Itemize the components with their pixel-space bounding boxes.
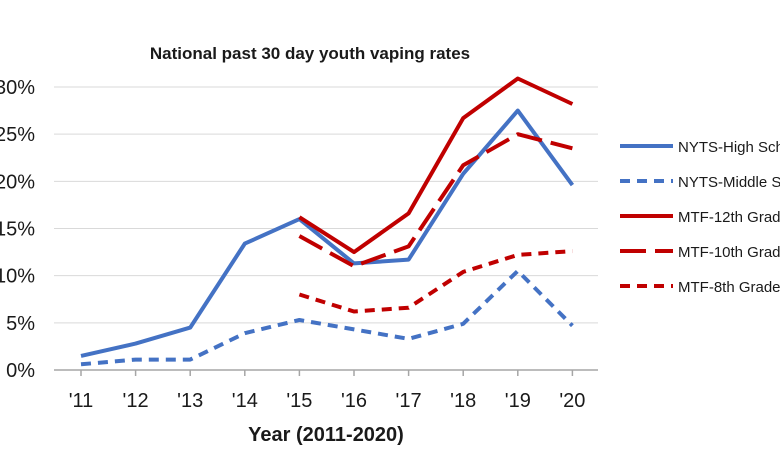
series-line-mtf-10th-grade xyxy=(298,132,573,269)
x-tick-label: '16 xyxy=(341,390,367,412)
x-tick-label: '11 xyxy=(69,390,94,412)
y-tick-label: 15% xyxy=(0,219,35,241)
y-tick-label: 25% xyxy=(0,124,35,146)
series-line-mtf-12th-grade xyxy=(298,76,574,255)
y-tick-label: 10% xyxy=(0,266,35,288)
y-tick-label: 20% xyxy=(0,171,35,193)
x-tick-label: '14 xyxy=(232,390,258,412)
series-line-nyts-middle-school xyxy=(80,268,574,367)
x-tick-label: '17 xyxy=(396,390,422,412)
series-line-mtf-8th-grade xyxy=(298,249,573,314)
x-tick-label: '20 xyxy=(559,390,585,412)
x-tick-label: '12 xyxy=(123,390,149,412)
y-tick-label: 30% xyxy=(0,77,35,99)
x-tick-label: '18 xyxy=(450,390,476,412)
chart-title: National past 30 day youth vaping rates xyxy=(150,44,470,63)
legend-label: MTF-12th Grade xyxy=(678,209,780,226)
legend-label: NYTS-Middle School xyxy=(678,174,780,191)
legend-label: MTF-8th Grade xyxy=(678,279,780,296)
legend-label: NYTS-High School xyxy=(678,139,780,156)
x-tick-label: '19 xyxy=(505,390,531,412)
x-tick-label: '15 xyxy=(286,390,312,412)
x-axis-label: Year (2011-2020) xyxy=(248,424,404,446)
y-axis: 0% 5% 10% 15% 20% 25% 30% xyxy=(0,77,35,382)
y-tick-label: 0% xyxy=(6,360,35,382)
series-line-nyts-high-school xyxy=(80,108,575,358)
legend-label: MTF-10th Grade xyxy=(678,244,780,261)
series-lines xyxy=(80,76,575,367)
y-tick-label: 5% xyxy=(6,313,35,335)
legend: NYTS-High School NYTS-Middle School MTF-12… xyxy=(620,139,780,296)
grid xyxy=(54,86,598,324)
x-tick-label: '13 xyxy=(177,390,203,412)
x-axis: '11 '12 '13 '14 '15 '16 '17 '18 '19 '20 xyxy=(54,369,598,412)
